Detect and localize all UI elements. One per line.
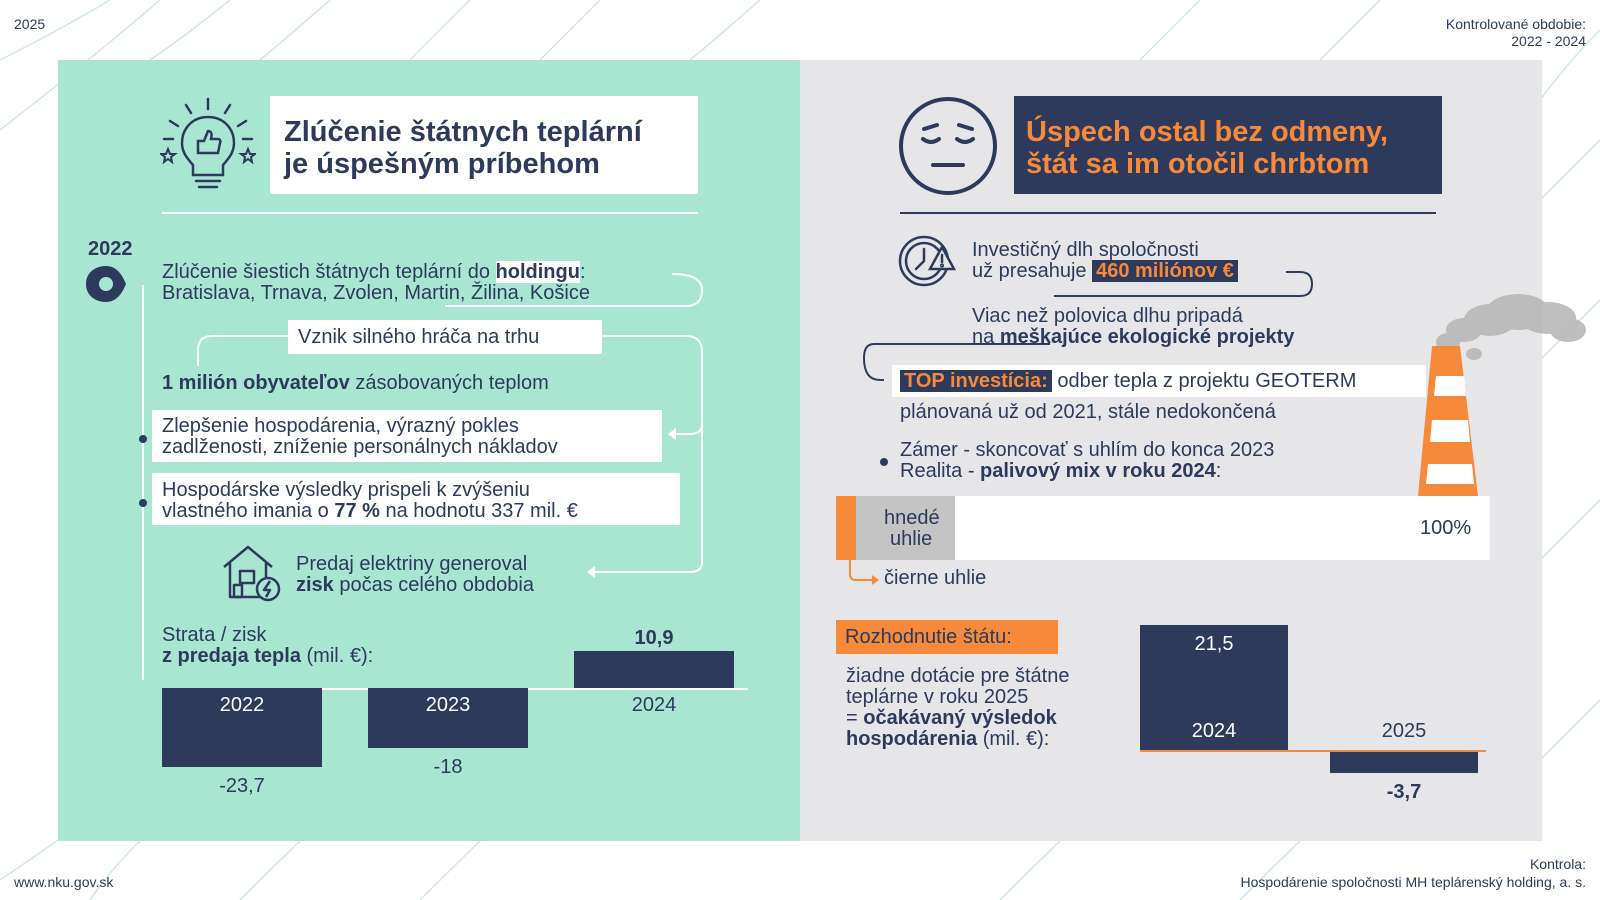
timeline-dot-2 [139,499,147,507]
mix-black-pointer [849,560,879,585]
eco-line2: na meškajúce ekologické projekty [972,326,1295,348]
right-chart: 2024 2025 21,5 -3,7 [1140,600,1490,803]
left-chart-label-line2: z predaja tepla (mil. €): [162,645,374,667]
bar-2024 [574,651,734,688]
debt-line2: už presahuje 460 miliónov € [972,260,1238,282]
left-title-box [270,96,698,194]
left-chart-label-line1: Strata / zisk [162,624,267,646]
top-investment-highlight: TOP investícia: [900,370,1052,392]
result-value-2025: -3,7 [1386,781,1422,804]
right-chart-baseline [1140,750,1486,752]
equity-box [152,473,680,525]
lightbulb-thumbs-up-icon [160,97,256,189]
improve-box [152,410,662,462]
zamer-dot [880,458,888,466]
realita-text: Realita - palivový mix v roku 2024: [900,460,1222,482]
smoking-chimney-icon [1418,294,1586,496]
result-category-2025: 2025 [1381,720,1427,742]
category-label-2024: 2024 [631,694,677,716]
clock-warning-icon [898,235,957,287]
decision-line1: žiadne dotácie pre štátne [846,665,1070,687]
top-investment-line: TOP investícia: odber tepla z projektu G… [900,370,1356,392]
result-category-2024: 2024 [1191,720,1237,742]
connector-lines [197,273,704,578]
control-label: Kontrola: [1529,856,1586,872]
header-year: 2025 [14,16,46,32]
debt-highlight: 460 miliónov € [1092,260,1238,282]
period-label: Kontrolované obdobie: [1445,16,1586,32]
decision-line2: teplárne v roku 2025 [846,686,1029,708]
equity-line1: Hospodárske výsledky prispeli k zvýšeniu [162,479,530,501]
left-title-line2: je úspešným príbehom [284,148,600,180]
holding-word: holdingu [495,261,580,283]
strong-player-text: Vznik silného hráča na trhu [298,326,540,348]
mix-black-bar [836,496,856,560]
million-text: 1 milión obyvateľov zásobovaných teplom [162,372,549,394]
mix-total-label: 100% [1420,517,1472,539]
control-value: Hospodárenie spoločnosti MH teplárenský … [1240,874,1586,890]
mix-brown-bar [855,496,956,560]
debt-line1: Investičný dlh spoločnosti [972,239,1199,261]
bar-2022 [162,688,322,768]
bar-2024-result [1140,625,1288,750]
right-title-box [1014,96,1442,194]
value-label-2022: -23,7 [219,775,265,798]
improve-line2: zadlženosti, zníženie personálnych nákla… [162,436,558,458]
right-divider [900,212,1436,214]
category-label-2023: 2023 [425,694,471,716]
bar-2025-result [1330,752,1478,774]
category-label-2022: 2022 [219,694,265,716]
left-title-line1: Zlúčenie štátnych teplární [284,116,642,148]
merge-line1: Zlúčenie šiestich štátnych teplární do h… [162,261,586,283]
mix-black-label: čierne uhlie [884,567,987,589]
merge-line2: Bratislava, Trnava, Zvolen, Martin, Žili… [162,282,590,304]
decision-label-box [836,620,1058,654]
decision-label: Rozhodnutie štátu: [845,626,1012,648]
result-value-2024: 21,5 [1194,633,1234,656]
timeline-line [142,285,144,680]
electricity-line2: zisk počas celého obdobia [296,574,534,596]
location-pin-icon [86,266,148,302]
house-lightning-icon [223,545,281,602]
eco-line1: Viac než polovica dlhu pripadá [972,305,1243,327]
strong-player-box [288,320,602,354]
fuel-mix-chart: hnedé uhlie 100% [836,496,1490,562]
mix-brown-label-line2: uhlie [890,528,933,550]
timeline-dot-1 [139,435,147,443]
electricity-line1: Predaj elektriny generoval [296,553,528,575]
right-title-line2: štát sa im otočil chrbtom [1026,148,1370,180]
decision-line4: hospodárenia (mil. €): [846,728,1050,750]
decision-line3: = očakávaný výsledok [846,707,1057,729]
equity-line2: vlastného imania o 77 % na hodnotu 337 m… [162,500,578,522]
right-connector-lines [862,271,1314,381]
zamer-text: Zámer - skoncovať s uhlím do konca 2023 [900,439,1275,461]
left-divider [162,212,698,214]
right-title-line1: Úspech ostal bez odmeny, [1026,116,1389,148]
bar-2023 [368,688,528,749]
mix-brown-label-line1: hnedé [884,507,940,529]
period-value: 2022 - 2024 [1511,33,1586,49]
improve-line1: Zlepšenie hospodárenia, výrazný pokles [162,415,519,437]
sad-face-icon [899,97,997,195]
top-investment-line2: plánovaná už od 2021, stále nedokončená [900,401,1276,423]
value-label-2023: -18 [433,756,463,779]
left-chart: 2022 2023 2024 -23,7 -18 10,9 [162,600,752,800]
value-label-2024: 10,9 [634,627,674,650]
website-link[interactable]: www.nku.gov.sk [14,874,114,890]
timeline-year: 2022 [88,238,133,260]
